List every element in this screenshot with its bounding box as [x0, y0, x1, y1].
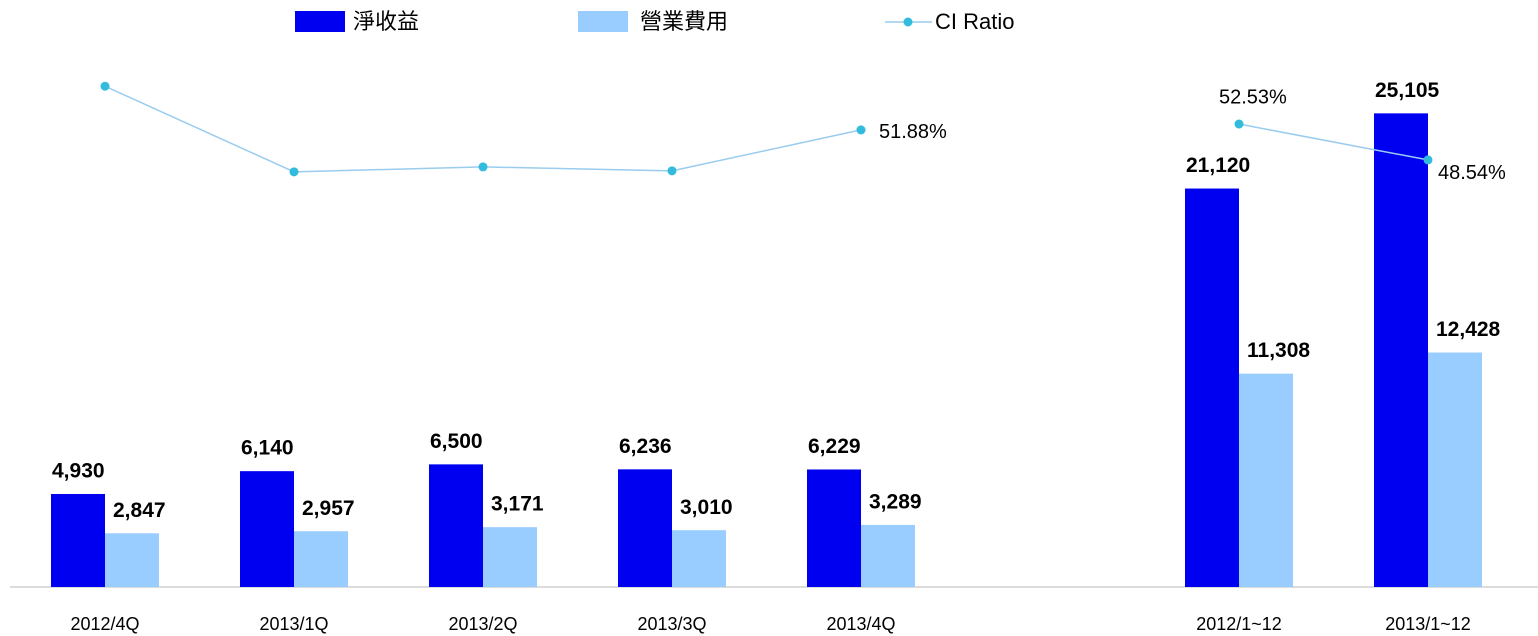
bar	[1428, 352, 1482, 587]
bar-value-label: 25,105	[1375, 79, 1440, 102]
bar	[672, 530, 726, 587]
line-marker	[856, 125, 866, 135]
x-tick-label: 2013/1~12	[1385, 614, 1471, 634]
line-value-label: 48.54%	[1438, 162, 1506, 184]
bar-value-label: 2,847	[113, 499, 166, 522]
line-marker	[667, 166, 677, 176]
x-tick-label: 2013/1Q	[259, 614, 328, 634]
legend: 淨收益 營業費用 CI Ratio	[295, 9, 1014, 34]
bar	[1374, 113, 1428, 588]
x-tick-label: 2013/2Q	[448, 614, 517, 634]
legend-label: 營業費用	[640, 9, 728, 34]
legend-label: CI Ratio	[935, 9, 1014, 34]
legend-label: 淨收益	[353, 9, 419, 34]
line-marker	[100, 81, 110, 91]
bar	[1185, 188, 1239, 587]
bar	[807, 469, 861, 587]
line	[104, 85, 862, 173]
x-tick-label: 2013/4Q	[826, 614, 895, 634]
legend-swatch	[295, 11, 345, 32]
line	[1238, 123, 1429, 161]
x-tick-label: 2012/4Q	[70, 614, 139, 634]
bar-value-label: 3,289	[869, 490, 922, 513]
line-marker	[1423, 155, 1433, 165]
bar-value-label: 21,120	[1186, 154, 1250, 177]
bar	[294, 531, 348, 587]
legend-swatch	[578, 11, 628, 32]
line-value-label: 51.88%	[879, 121, 947, 143]
bar-value-label: 11,308	[1247, 339, 1310, 362]
line-value-label: 52.53%	[1219, 86, 1287, 108]
bar-value-label: 6,140	[241, 437, 294, 460]
bar-value-label: 6,236	[619, 435, 672, 458]
bar-value-label: 2,957	[302, 497, 355, 520]
bar-value-label: 4,930	[52, 460, 105, 483]
bar-value-label: 3,010	[680, 496, 733, 519]
legend-marker	[903, 17, 913, 27]
line-marker	[1234, 119, 1244, 129]
line-marker	[289, 167, 299, 177]
bar	[618, 469, 672, 587]
bar	[105, 533, 159, 587]
bar	[1239, 373, 1293, 587]
bar	[429, 464, 483, 587]
bar	[51, 493, 105, 587]
x-tick-label: 2012/1~12	[1196, 614, 1282, 634]
x-tick-label: 2013/3Q	[637, 614, 706, 634]
bar	[483, 527, 537, 587]
bar-value-label: 6,229	[808, 435, 861, 458]
line-marker	[478, 162, 488, 172]
bar	[240, 471, 294, 587]
bar-value-label: 3,171	[491, 493, 544, 516]
bar	[861, 524, 915, 587]
bar-value-label: 12,428	[1436, 318, 1501, 341]
bar-value-label: 6,500	[430, 430, 483, 453]
